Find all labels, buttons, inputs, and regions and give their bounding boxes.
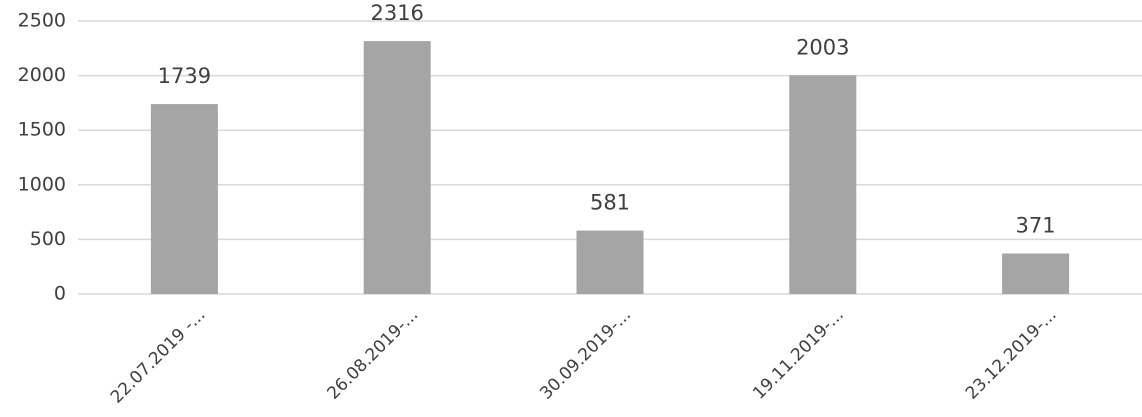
x-tick-label: 26.08.2019-... xyxy=(323,305,422,404)
value-label: 2316 xyxy=(370,1,423,25)
y-tick-label: 2500 xyxy=(18,10,66,32)
x-tick-label: 19.11.2019-... xyxy=(749,305,848,404)
bar xyxy=(1002,253,1070,294)
value-label: 1739 xyxy=(158,64,211,88)
y-tick-label: 2000 xyxy=(18,64,66,86)
y-tick-label: 500 xyxy=(30,228,66,250)
value-label: 371 xyxy=(1016,213,1056,237)
bar xyxy=(576,230,644,294)
x-tick-label: 22.07.2019 -... xyxy=(107,305,210,408)
value-label: 581 xyxy=(590,191,630,215)
y-tick-label: 1500 xyxy=(18,119,66,141)
bar xyxy=(789,75,857,294)
y-tick-label: 1000 xyxy=(18,173,66,195)
bar xyxy=(363,41,431,294)
x-tick-label: 23.12.2019-... xyxy=(962,305,1061,404)
y-tick-label: 0 xyxy=(54,283,66,305)
bar xyxy=(150,104,218,294)
x-tick-label: 30.09.2019-... xyxy=(536,305,635,404)
value-label: 2003 xyxy=(796,35,849,59)
